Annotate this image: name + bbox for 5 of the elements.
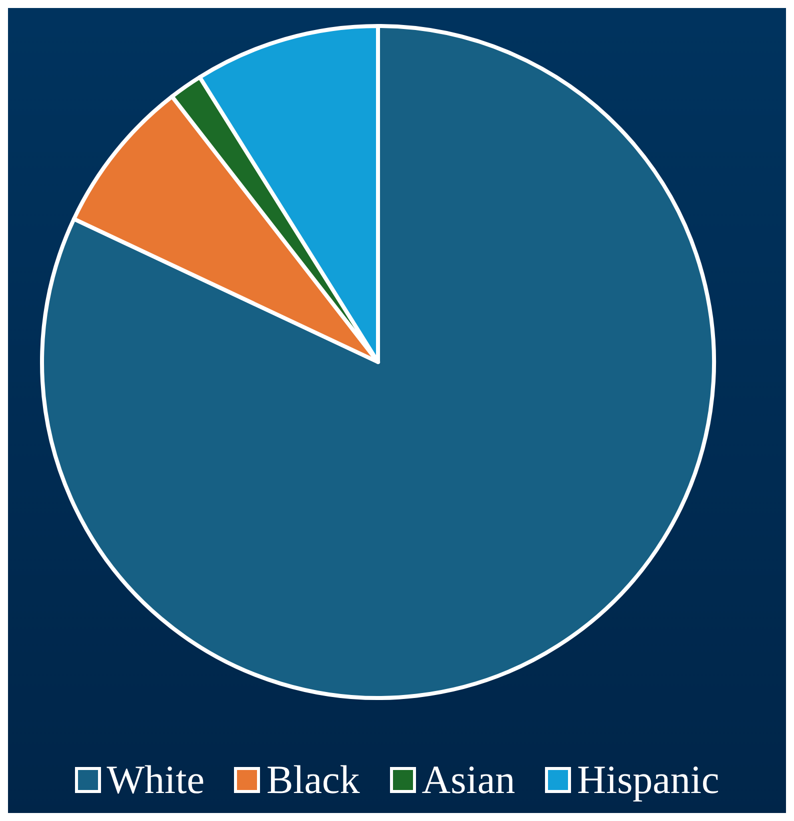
legend-label: Hispanic: [577, 756, 720, 803]
legend-label: Asian: [422, 756, 516, 803]
legend-label: White: [106, 756, 204, 803]
legend-label: Black: [266, 756, 360, 803]
pie-slice: [40, 24, 716, 700]
